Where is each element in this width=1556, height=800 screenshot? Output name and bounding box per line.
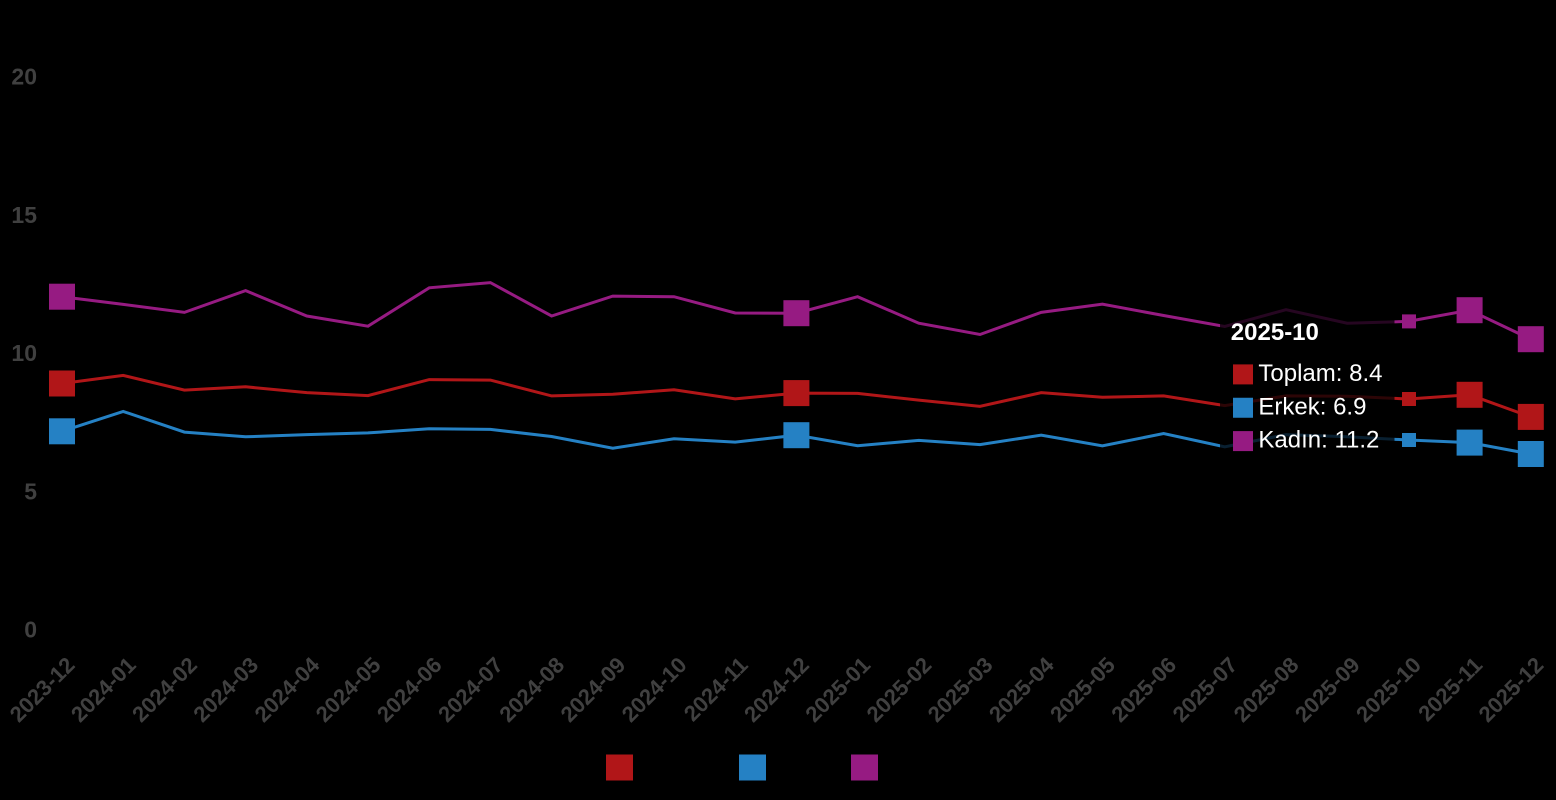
svg-text:5: 5 — [24, 478, 37, 504]
svg-text:2025-10: 2025-10 — [1231, 319, 1319, 346]
svg-text:10: 10 — [11, 340, 37, 366]
svg-text:20: 20 — [11, 64, 37, 90]
svg-text:15: 15 — [11, 202, 37, 228]
svg-text:0: 0 — [24, 617, 37, 643]
svg-text:Toplam: 8.4: Toplam: 8.4 — [1258, 360, 1382, 387]
svg-text:Erkek: 6.9: Erkek: 6.9 — [1258, 393, 1366, 420]
svg-text:Kadın: 11.2: Kadın: 11.2 — [1258, 427, 1379, 454]
